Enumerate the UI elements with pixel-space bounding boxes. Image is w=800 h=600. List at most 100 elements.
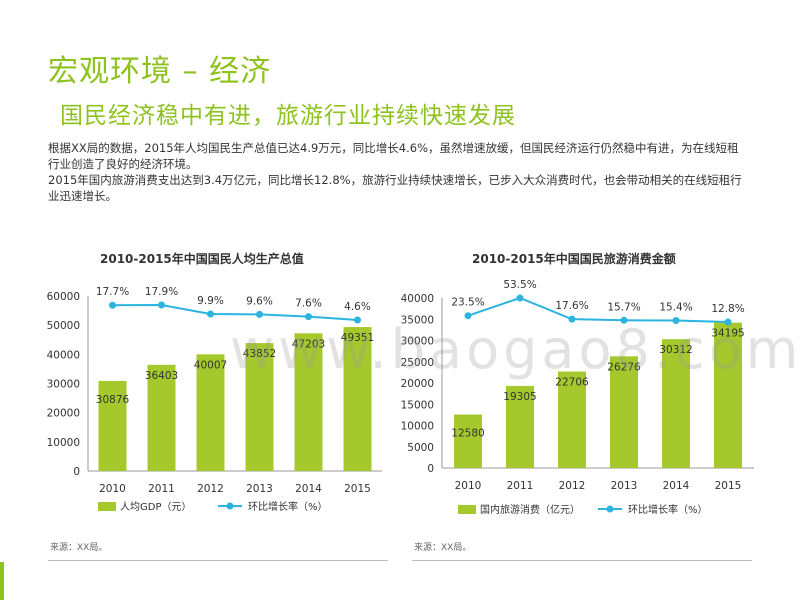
legend-bar-swatch <box>458 505 476 514</box>
bar <box>245 343 274 471</box>
chart2-title: 2010-2015年中国国民旅游消费金额 <box>472 252 676 266</box>
chart2-source: 来源：XX局。 <box>414 543 472 553</box>
x-tick-label: 2011 <box>507 480 534 492</box>
legend-bar-label: 国内旅游消费（亿元） <box>480 503 580 516</box>
growth-label: 17.7% <box>96 286 129 298</box>
y-tick-label: 0 <box>73 466 80 478</box>
source-divider-2 <box>412 560 752 561</box>
growth-point <box>354 316 361 324</box>
bar <box>98 380 127 471</box>
y-tick-label: 40000 <box>47 349 80 361</box>
growth-point <box>516 294 524 302</box>
growth-label: 23.5% <box>451 297 484 309</box>
tourism-chart: 0 5000 10000 15000 20000 25000 30000 35000 40000… <box>401 279 754 516</box>
growth-point <box>207 310 214 318</box>
growth-point <box>672 316 680 324</box>
corner-accent <box>0 562 4 600</box>
chart1-title: 2010-2015年中国国民人均生产总值 <box>100 252 304 266</box>
y-tick-label: 0 <box>427 463 434 475</box>
bar <box>558 371 586 468</box>
bar <box>294 333 323 471</box>
growth-label: 4.6% <box>344 301 371 313</box>
growth-label: 15.7% <box>607 301 640 313</box>
bar <box>454 414 482 468</box>
legend-line-label: 环比增长率（%） <box>628 503 708 516</box>
growth-point <box>620 316 628 324</box>
y-tick-label: 20000 <box>401 378 434 390</box>
bar-value-label: 40007 <box>194 359 227 371</box>
x-tick-label: 2010 <box>99 483 126 495</box>
growth-point <box>305 313 312 321</box>
growth-label: 15.4% <box>659 301 692 313</box>
growth-point <box>256 310 263 318</box>
growth-label: 9.6% <box>246 295 273 307</box>
y-tick-label: 25000 <box>401 357 434 369</box>
growth-label: 12.8% <box>711 303 744 315</box>
growth-point <box>109 301 116 309</box>
bar-value-label: 49351 <box>341 332 374 344</box>
gdp-chart: 0 10000 20000 30000 40000 50000 60000 30876 2010… <box>47 286 382 513</box>
growth-point <box>464 312 472 320</box>
bar <box>662 339 690 468</box>
chart1-source: 来源：XX局。 <box>50 543 108 553</box>
bar-value-label: 30312 <box>659 344 692 356</box>
x-tick-label: 2013 <box>611 480 638 492</box>
x-tick-label: 2010 <box>455 480 482 492</box>
y-tick-label: 30000 <box>401 336 434 348</box>
x-tick-label: 2011 <box>148 483 175 495</box>
growth-label: 7.6% <box>295 298 322 310</box>
growth-point <box>724 318 732 326</box>
source-divider-1 <box>48 560 388 561</box>
legend-bar-swatch <box>98 502 116 511</box>
x-tick-label: 2012 <box>559 480 586 492</box>
bar-value-label: 47203 <box>292 338 325 350</box>
x-tick-label: 2015 <box>715 480 742 492</box>
bar <box>506 385 534 468</box>
x-tick-label: 2014 <box>295 483 322 495</box>
y-tick-label: 10000 <box>47 437 80 449</box>
legend-line-marker <box>226 502 234 510</box>
growth-label: 17.9% <box>145 286 178 298</box>
growth-point <box>568 315 576 323</box>
bar-value-label: 43852 <box>243 348 276 360</box>
x-tick-label: 2012 <box>197 483 224 495</box>
bar <box>147 364 176 471</box>
growth-point <box>158 301 165 309</box>
x-tick-label: 2015 <box>344 483 371 495</box>
bar-value-label: 19305 <box>503 391 536 403</box>
bar-value-label: 26276 <box>607 361 641 373</box>
growth-label: 9.9% <box>197 295 224 307</box>
paragraph-tourism: 2015年国内旅游消费支出达到3.4万亿元，同比增长12.8%，旅游行业持续快速… <box>48 173 742 203</box>
watermark: www.baogao8.com <box>230 318 800 381</box>
growth-label: 17.6% <box>555 300 588 312</box>
bar-value-label: 36403 <box>145 370 178 382</box>
y-tick-label: 5000 <box>407 442 434 454</box>
x-tick-label: 2013 <box>246 483 273 495</box>
y-tick-label: 10000 <box>401 421 434 433</box>
growth-line <box>467 296 729 323</box>
legend-line-marker <box>606 505 614 513</box>
x-tick-label: 2014 <box>663 480 690 492</box>
bar <box>610 356 638 468</box>
body-text: 根据XX局的数据，2015年人均国民生产总值已达4.9万元，同比增长4.6%，虽… <box>48 140 748 204</box>
page-subtitle: 国民经济稳中有进，旅游行业持续快速发展 <box>60 103 516 129</box>
y-tick-label: 35000 <box>401 314 434 326</box>
y-tick-label: 20000 <box>47 408 80 420</box>
bar-value-label: 34195 <box>711 328 744 340</box>
bar <box>714 322 742 468</box>
legend-bar-label: 人均GDP（元） <box>120 501 191 513</box>
y-tick-label: 60000 <box>47 291 80 303</box>
y-tick-label: 30000 <box>47 379 80 391</box>
paragraph-gdp: 根据XX局的数据，2015年人均国民生产总值已达4.9万元，同比增长4.6%，虽… <box>48 141 739 171</box>
y-tick-label: 40000 <box>401 293 434 305</box>
page-title: 宏观环境 – 经济 <box>48 54 272 89</box>
bar <box>343 327 372 471</box>
growth-line <box>112 303 358 321</box>
bar <box>196 354 225 471</box>
y-tick-label: 50000 <box>47 320 80 332</box>
bar-value-label: 30876 <box>96 394 130 406</box>
bar-value-label: 12580 <box>451 428 484 440</box>
growth-label: 53.5% <box>503 279 536 291</box>
y-tick-label: 15000 <box>401 399 434 411</box>
bar-value-label: 22706 <box>555 376 589 388</box>
